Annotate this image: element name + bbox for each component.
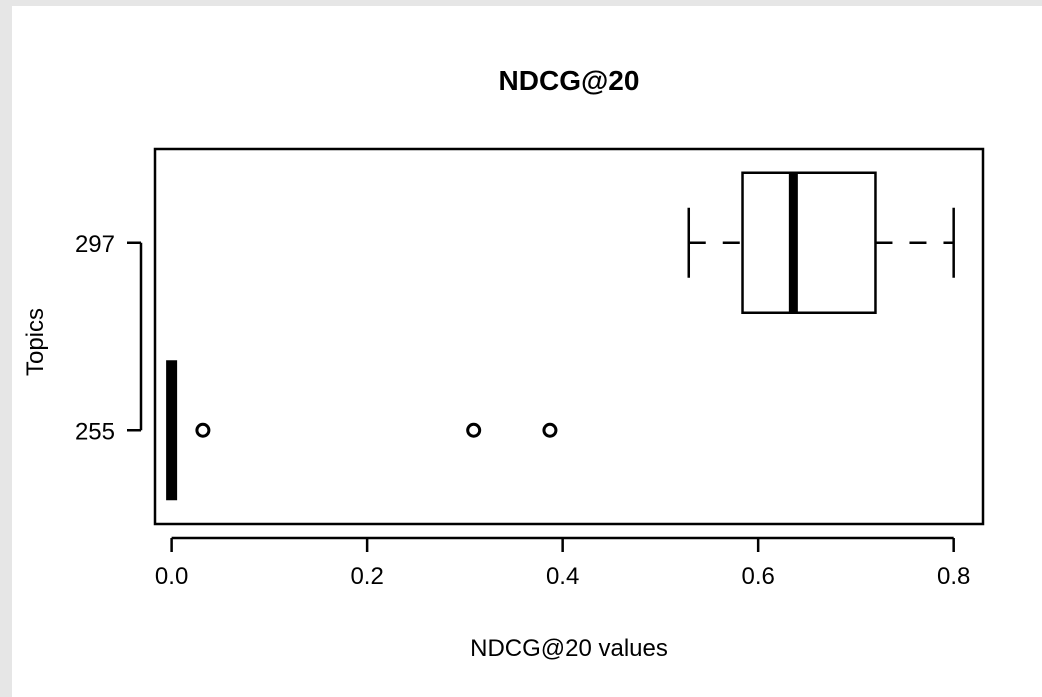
- x-axis-label: NDCG@20 values: [470, 635, 668, 662]
- box-297: [689, 173, 954, 313]
- x-tick-label: 0.4: [546, 563, 579, 590]
- chart-canvas: NDCG@20 0.0 0.2 0.4 0.6 0.8 255 297 NDCG@20 v…: [12, 6, 1042, 697]
- x-axis: 0.0 0.2 0.4 0.6 0.8: [155, 538, 970, 590]
- x-tick-label: 0.8: [937, 563, 970, 590]
- y-tick-label: 297: [75, 231, 115, 258]
- x-tick-label: 0.0: [155, 563, 188, 590]
- chart-title: NDCG@20: [499, 65, 640, 96]
- x-tick-label: 0.6: [741, 563, 774, 590]
- iqr-box: [743, 173, 876, 313]
- x-tick-label: 0.2: [350, 563, 383, 590]
- y-axis: 255 297: [75, 231, 141, 446]
- y-tick-label: 255: [75, 418, 115, 445]
- y-axis-label: Topics: [22, 308, 49, 376]
- boxplot-chart: NDCG@20 0.0 0.2 0.4 0.6 0.8 255 297 NDCG@20 v…: [12, 6, 1042, 697]
- outlier-point: [197, 424, 209, 436]
- box-255: [172, 360, 556, 500]
- outlier-point: [544, 424, 556, 436]
- outlier-point: [468, 424, 480, 436]
- box-group: [172, 173, 954, 501]
